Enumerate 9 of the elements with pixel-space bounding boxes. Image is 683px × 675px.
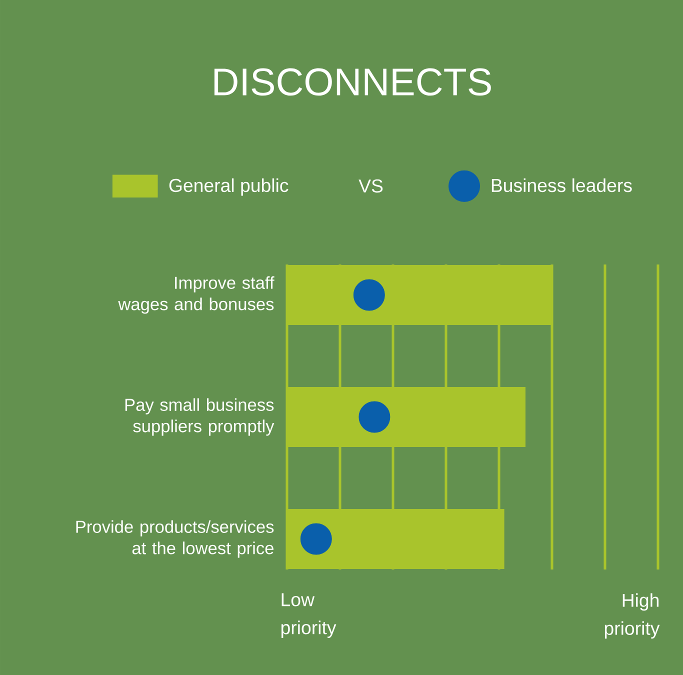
legend-label: Business leaders <box>492 178 632 192</box>
chart-title: DISCONNECTS <box>214 68 491 96</box>
y-tick-label: Pay small business suppliers promptly <box>125 398 274 436</box>
text: Low priority <box>281 593 336 638</box>
text: VS <box>358 179 383 193</box>
y-tick-label: Provide products/services at the lowest price <box>76 520 274 558</box>
legend-label: General public <box>169 178 288 196</box>
y-tick-label: Improve staff wages and bonuses <box>118 276 274 314</box>
text: High priority <box>604 593 660 639</box>
